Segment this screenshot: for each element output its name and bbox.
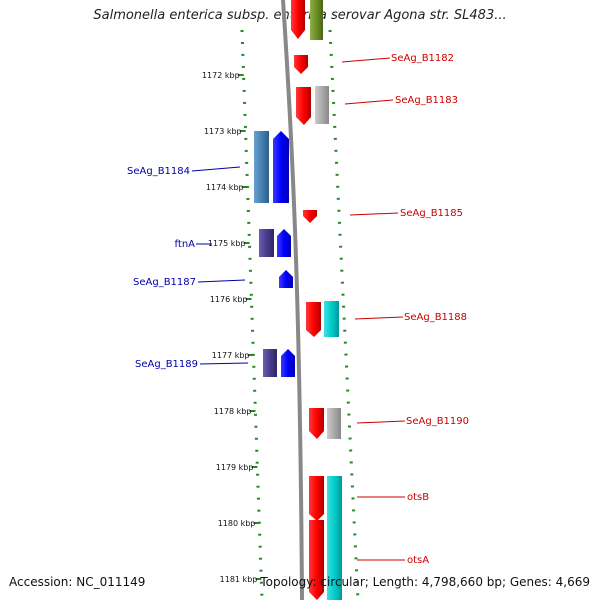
genome-backbone xyxy=(281,0,304,600)
tick-label: 1177 kbp xyxy=(212,351,250,360)
gene-block-SeAg_B1188[interactable] xyxy=(324,301,339,337)
gene-label-SeAg_B1184[interactable]: SeAg_B1184 xyxy=(127,166,190,177)
leader-line xyxy=(341,57,391,63)
leader-line xyxy=(356,420,406,424)
tick-label: 1172 kbp xyxy=(202,71,240,80)
gene-label-SeAg_B1185[interactable]: SeAg_B1185 xyxy=(400,208,463,219)
gene-label-SeAg_B1183[interactable]: SeAg_B1183 xyxy=(395,95,458,106)
gene-block-ftnA[interactable] xyxy=(259,229,274,257)
gene-block-partial-olive[interactable] xyxy=(310,0,323,40)
leader-line xyxy=(197,279,246,283)
tick-label: 1174 kbp xyxy=(206,183,244,192)
feature-track xyxy=(254,0,342,600)
gene-arrow-SeAg_B1187[interactable] xyxy=(279,270,293,288)
gene-label-SeAg_B1187[interactable]: SeAg_B1187 xyxy=(133,277,196,288)
gene-label-SeAg_B1182[interactable]: SeAg_B1182 xyxy=(391,53,454,64)
gene-labels-right: SeAg_B1182 SeAg_B1183 SeAg_B1185 SeAg_B1… xyxy=(341,53,469,566)
leader-line xyxy=(199,362,249,365)
gene-arrow-partial-red[interactable] xyxy=(291,0,305,39)
tick-label: 1181 kbp xyxy=(220,575,258,584)
gene-block-SeAg_B1183[interactable] xyxy=(315,86,329,124)
gene-labels-left: SeAg_B1184 ftnA SeAg_B1187 SeAg_B1189 xyxy=(127,166,249,370)
tick-label: 1180 kbp xyxy=(218,519,256,528)
topology-label: Topology: circular; Length: 4,798,660 bp… xyxy=(260,575,590,589)
gene-arrow-SeAg_B1185[interactable] xyxy=(303,210,317,223)
accession-label: Accession: NC_011149 xyxy=(9,575,146,589)
tick-label: 1178 kbp xyxy=(214,407,252,416)
gene-arrow-ftnA[interactable] xyxy=(277,229,291,257)
gene-arrow-SeAg_B1184[interactable] xyxy=(273,131,289,203)
leader-line xyxy=(344,99,394,105)
gene-block-SeAg_B1184[interactable] xyxy=(254,131,269,203)
tick-label: 1176 kbp xyxy=(210,295,248,304)
gene-arrow-SeAg_B1182[interactable] xyxy=(294,55,308,74)
gene-arrow-SeAg_B1190[interactable] xyxy=(309,408,324,439)
gene-label-SeAg_B1188[interactable]: SeAg_B1188 xyxy=(404,312,467,323)
gene-label-otsB[interactable]: otsB xyxy=(407,492,429,503)
gene-arrow-SeAg_B1189[interactable] xyxy=(281,349,295,377)
gene-label-SeAg_B1190[interactable]: SeAg_B1190 xyxy=(406,416,469,427)
gene-arrow-otsB[interactable] xyxy=(309,476,324,521)
gene-label-otsA[interactable]: otsA xyxy=(407,555,429,566)
gene-block-SeAg_B1189[interactable] xyxy=(263,349,277,377)
kbp-ticks: 1172 kbp 1173 kbp 1174 kbp 1175 kbp 1176 kbp… xyxy=(202,71,262,584)
gene-arrow-otsA[interactable] xyxy=(309,520,324,600)
dotted-ring-left xyxy=(240,29,264,600)
tick-label: 1179 kbp xyxy=(216,463,254,472)
leader-line xyxy=(354,316,404,320)
gene-arrow-SeAg_B1183[interactable] xyxy=(296,87,311,125)
gene-block-otsB-otsA[interactable] xyxy=(327,476,342,600)
gene-arrow-SeAg_B1188[interactable] xyxy=(306,302,321,337)
leader-line xyxy=(349,212,399,216)
tick-label: 1173 kbp xyxy=(204,127,242,136)
gene-label-ftnA[interactable]: ftnA xyxy=(175,239,196,250)
leader-line xyxy=(191,166,241,172)
gene-block-SeAg_B1190[interactable] xyxy=(327,408,341,439)
gene-label-SeAg_B1189[interactable]: SeAg_B1189 xyxy=(135,359,198,370)
tick-label: 1175 kbp xyxy=(208,239,246,248)
